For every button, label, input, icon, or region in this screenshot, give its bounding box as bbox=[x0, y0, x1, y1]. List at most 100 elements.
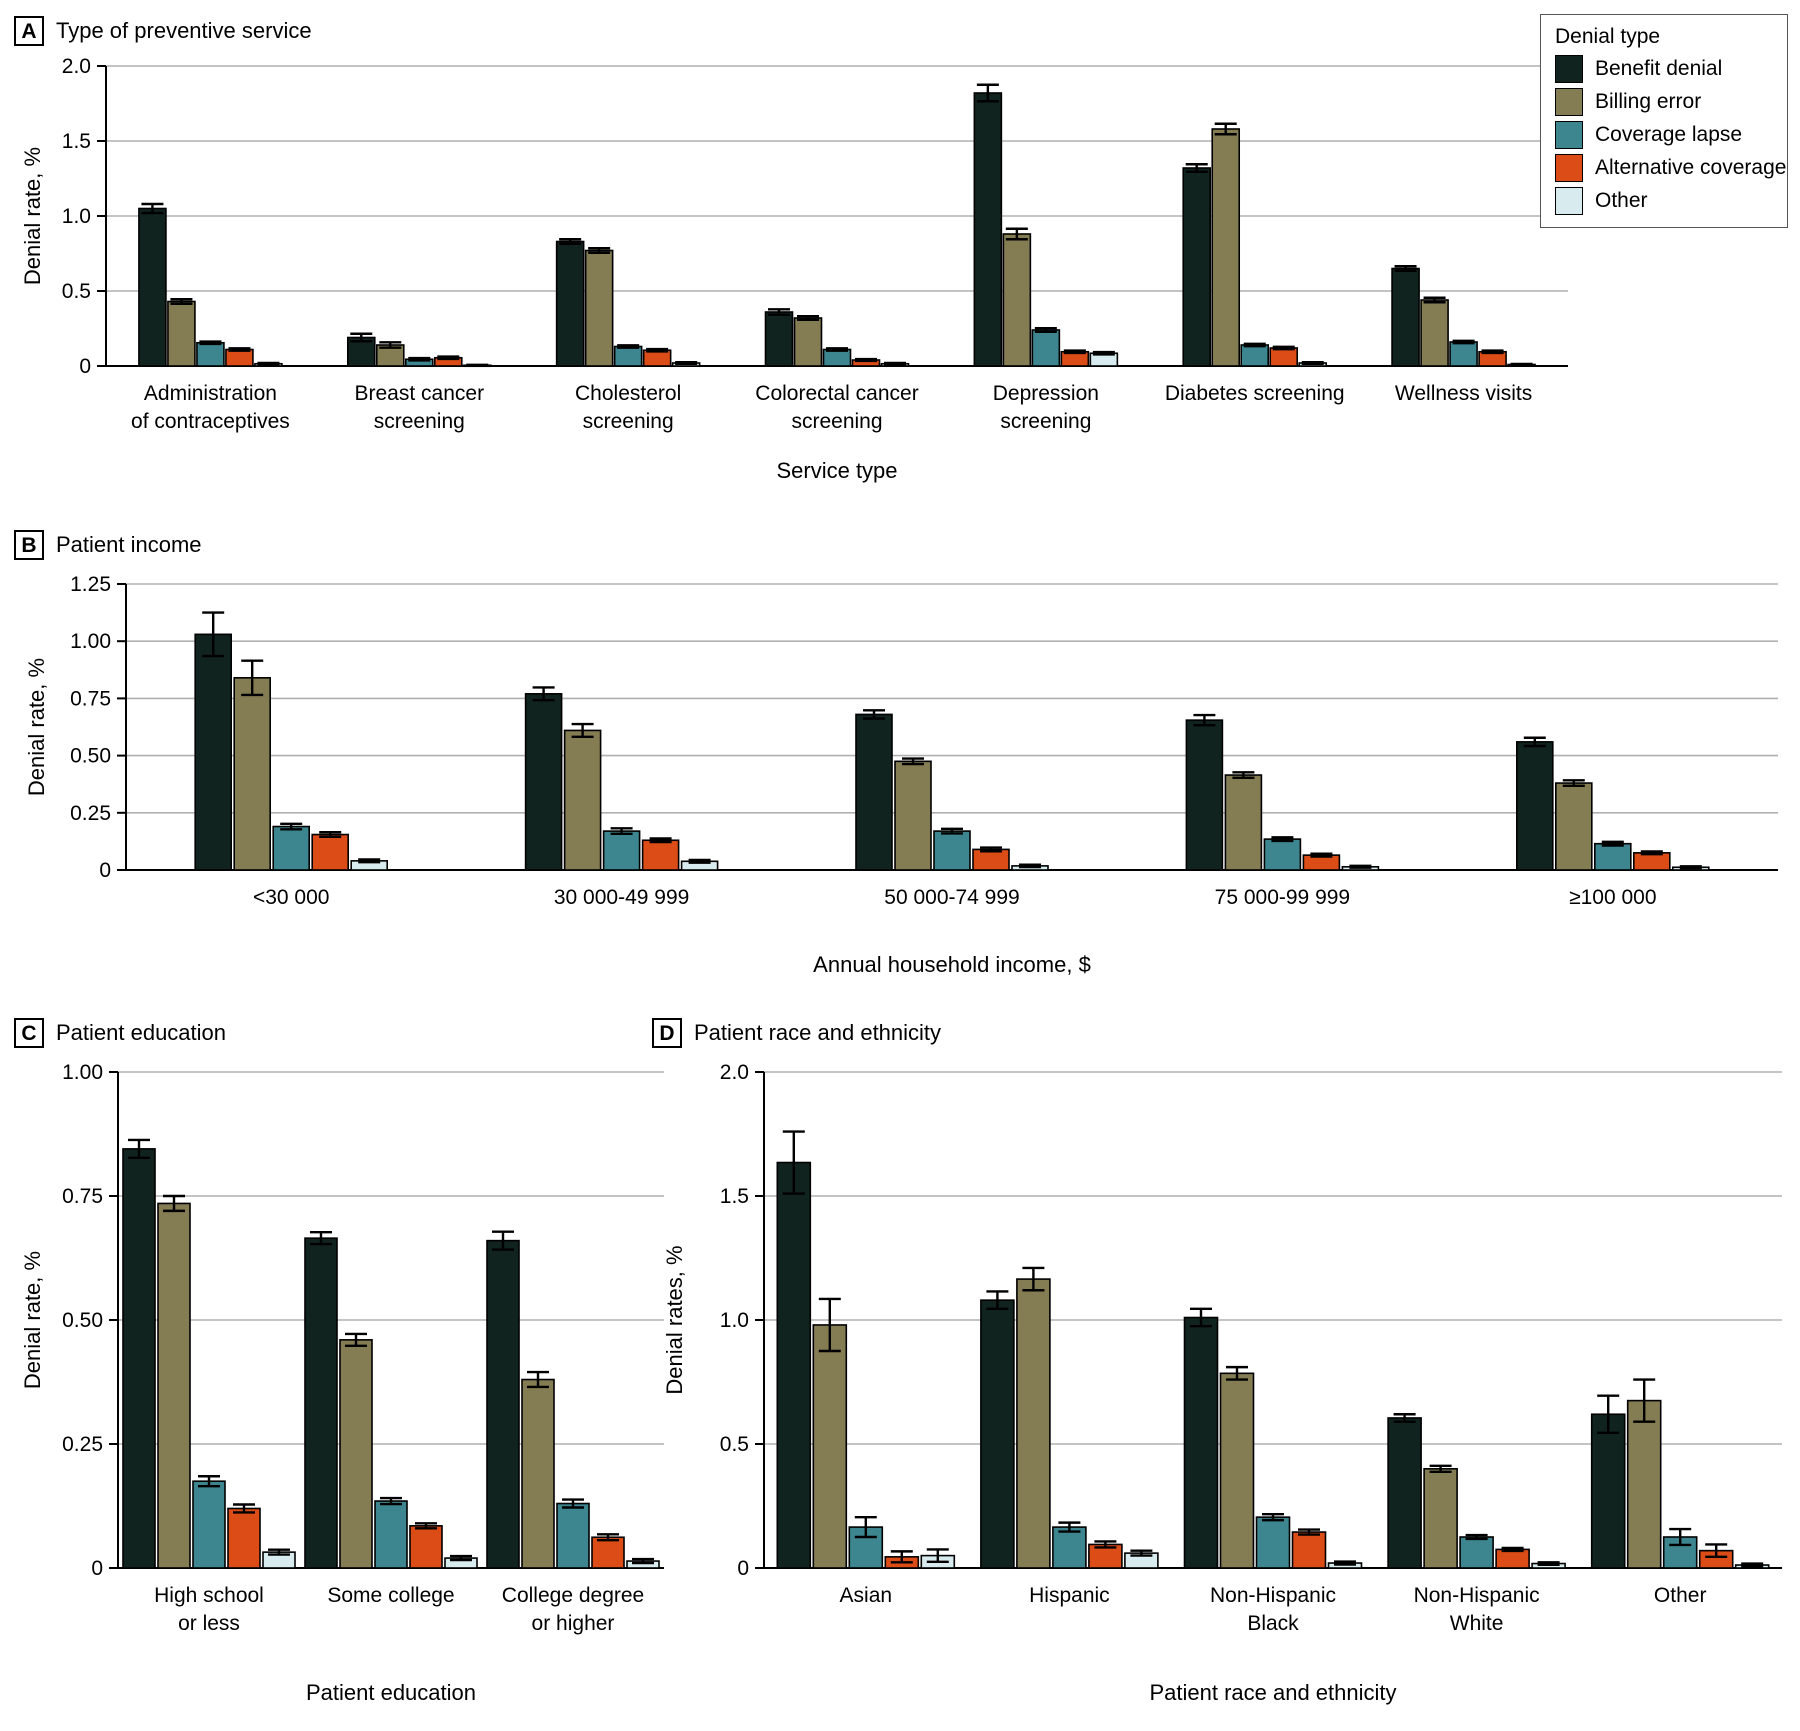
x-tick-label: High school bbox=[154, 1584, 264, 1607]
x-tick-label: Asian bbox=[840, 1584, 893, 1607]
x-tick-label: screening bbox=[1000, 410, 1091, 433]
legend-item: Billing error bbox=[1555, 88, 1773, 116]
legend: Denial type Benefit denial Billing error C… bbox=[1540, 14, 1788, 228]
bar bbox=[311, 833, 350, 871]
error-bar bbox=[1349, 864, 1372, 869]
error-bar bbox=[527, 1370, 549, 1389]
bar bbox=[1594, 842, 1632, 871]
bar bbox=[933, 830, 971, 871]
x-tick-label: of contraceptives bbox=[131, 410, 290, 433]
error-bar bbox=[1022, 1266, 1045, 1292]
error-bar bbox=[163, 1194, 185, 1213]
bar bbox=[192, 1480, 226, 1569]
bar bbox=[304, 1237, 338, 1569]
bar bbox=[1626, 1399, 1662, 1569]
y-tick-label: 1.0 bbox=[62, 205, 91, 228]
legend-item-label: Billing error bbox=[1595, 90, 1702, 113]
error-bar bbox=[379, 341, 402, 349]
panel-b-letter: B bbox=[14, 530, 44, 560]
panel-b: B Patient income 0 0.25 0.50 0.75 1.00 1.25 <3… bbox=[14, 530, 1778, 980]
bar bbox=[1516, 741, 1554, 871]
y-tick-label: 0 bbox=[91, 1557, 103, 1580]
bar bbox=[1269, 347, 1299, 367]
x-tick-label: screening bbox=[374, 410, 465, 433]
x-tick-label: Other bbox=[1654, 1584, 1707, 1607]
error-bar bbox=[202, 611, 225, 658]
x-axis-title: Patient education bbox=[306, 1680, 476, 1705]
error-bar bbox=[319, 831, 342, 839]
error-bar bbox=[199, 340, 222, 346]
panel-a-chart: 0 0.5 1.0 1.5 2.0 Administration of contracept… bbox=[20, 55, 1568, 483]
bar bbox=[1590, 1413, 1626, 1569]
error-bar bbox=[610, 827, 633, 836]
error-bar bbox=[980, 846, 1002, 853]
error-bar bbox=[1058, 1521, 1081, 1533]
error-bar bbox=[1640, 850, 1663, 856]
x-tick-label: Non-Hispanic bbox=[1210, 1584, 1336, 1607]
bar bbox=[339, 1339, 373, 1569]
bar bbox=[1291, 1531, 1327, 1569]
x-tick-label: or higher bbox=[532, 1612, 615, 1635]
bar bbox=[972, 848, 1010, 871]
legend-item-label: Coverage lapse bbox=[1595, 123, 1743, 146]
y-tick-label: 0 bbox=[79, 355, 91, 378]
error-bar bbox=[854, 1515, 877, 1539]
legend-item: Coverage lapse bbox=[1555, 121, 1773, 149]
x-tick-label: Some college bbox=[327, 1584, 454, 1607]
legend-item: Alternative coverage bbox=[1555, 154, 1786, 182]
panel-c-title: Patient education bbox=[56, 1020, 227, 1045]
error-bar bbox=[1394, 265, 1417, 272]
error-bar bbox=[1429, 1464, 1452, 1473]
bar bbox=[1002, 233, 1032, 367]
error-bar bbox=[926, 1548, 949, 1563]
legend-swatch-icon bbox=[1555, 88, 1583, 116]
bar bbox=[486, 1239, 520, 1569]
y-tick-label: 1.5 bbox=[62, 130, 91, 153]
error-bar bbox=[415, 1522, 437, 1530]
error-bar bbox=[1214, 122, 1237, 136]
y-tick-label: 0.25 bbox=[62, 1433, 103, 1456]
error-bar bbox=[902, 757, 924, 766]
y-tick-label: 0.75 bbox=[62, 1185, 103, 1208]
error-bar bbox=[632, 1557, 654, 1565]
error-bar bbox=[1523, 736, 1546, 748]
error-bar bbox=[1185, 163, 1208, 173]
error-bar bbox=[310, 1231, 332, 1246]
bar bbox=[194, 633, 232, 871]
error-bar bbox=[976, 83, 999, 103]
bar bbox=[196, 341, 225, 367]
error-bar bbox=[1243, 342, 1266, 348]
bar bbox=[167, 300, 196, 367]
bar bbox=[563, 729, 602, 871]
bar bbox=[1016, 1278, 1051, 1569]
legend-item-label: Alternative coverage bbox=[1595, 156, 1787, 179]
error-bar bbox=[1193, 713, 1216, 727]
error-bar bbox=[1601, 840, 1624, 847]
error-bar bbox=[1562, 779, 1585, 788]
bar bbox=[980, 1299, 1015, 1569]
error-bar bbox=[1633, 1378, 1656, 1423]
x-tick-label: 75 000-99 999 bbox=[1215, 886, 1350, 909]
y-tick-label: 2.0 bbox=[62, 55, 91, 78]
error-bar bbox=[1130, 1549, 1153, 1557]
error-bar bbox=[466, 363, 489, 367]
x-tick-label: Depression bbox=[993, 382, 1099, 405]
y-axis-title: Denial rates, % bbox=[662, 1245, 687, 1394]
y-tick-label: 2.0 bbox=[720, 1061, 749, 1084]
y-axis-title: Denial rate, % bbox=[20, 1251, 45, 1389]
panel-c-letter: C bbox=[14, 1018, 44, 1048]
error-bar bbox=[1005, 227, 1028, 241]
error-bar bbox=[826, 347, 848, 352]
bar bbox=[1185, 719, 1224, 871]
legend-swatch-icon bbox=[1555, 154, 1583, 182]
error-bar bbox=[688, 858, 711, 864]
bar bbox=[1495, 1548, 1530, 1569]
error-bar bbox=[1393, 1413, 1416, 1423]
bar bbox=[1211, 128, 1241, 367]
error-bar bbox=[241, 659, 264, 697]
error-bar bbox=[1063, 349, 1086, 355]
bar bbox=[764, 311, 794, 367]
bar bbox=[555, 240, 585, 367]
error-bar bbox=[890, 1550, 913, 1564]
error-bar bbox=[986, 1290, 1009, 1311]
